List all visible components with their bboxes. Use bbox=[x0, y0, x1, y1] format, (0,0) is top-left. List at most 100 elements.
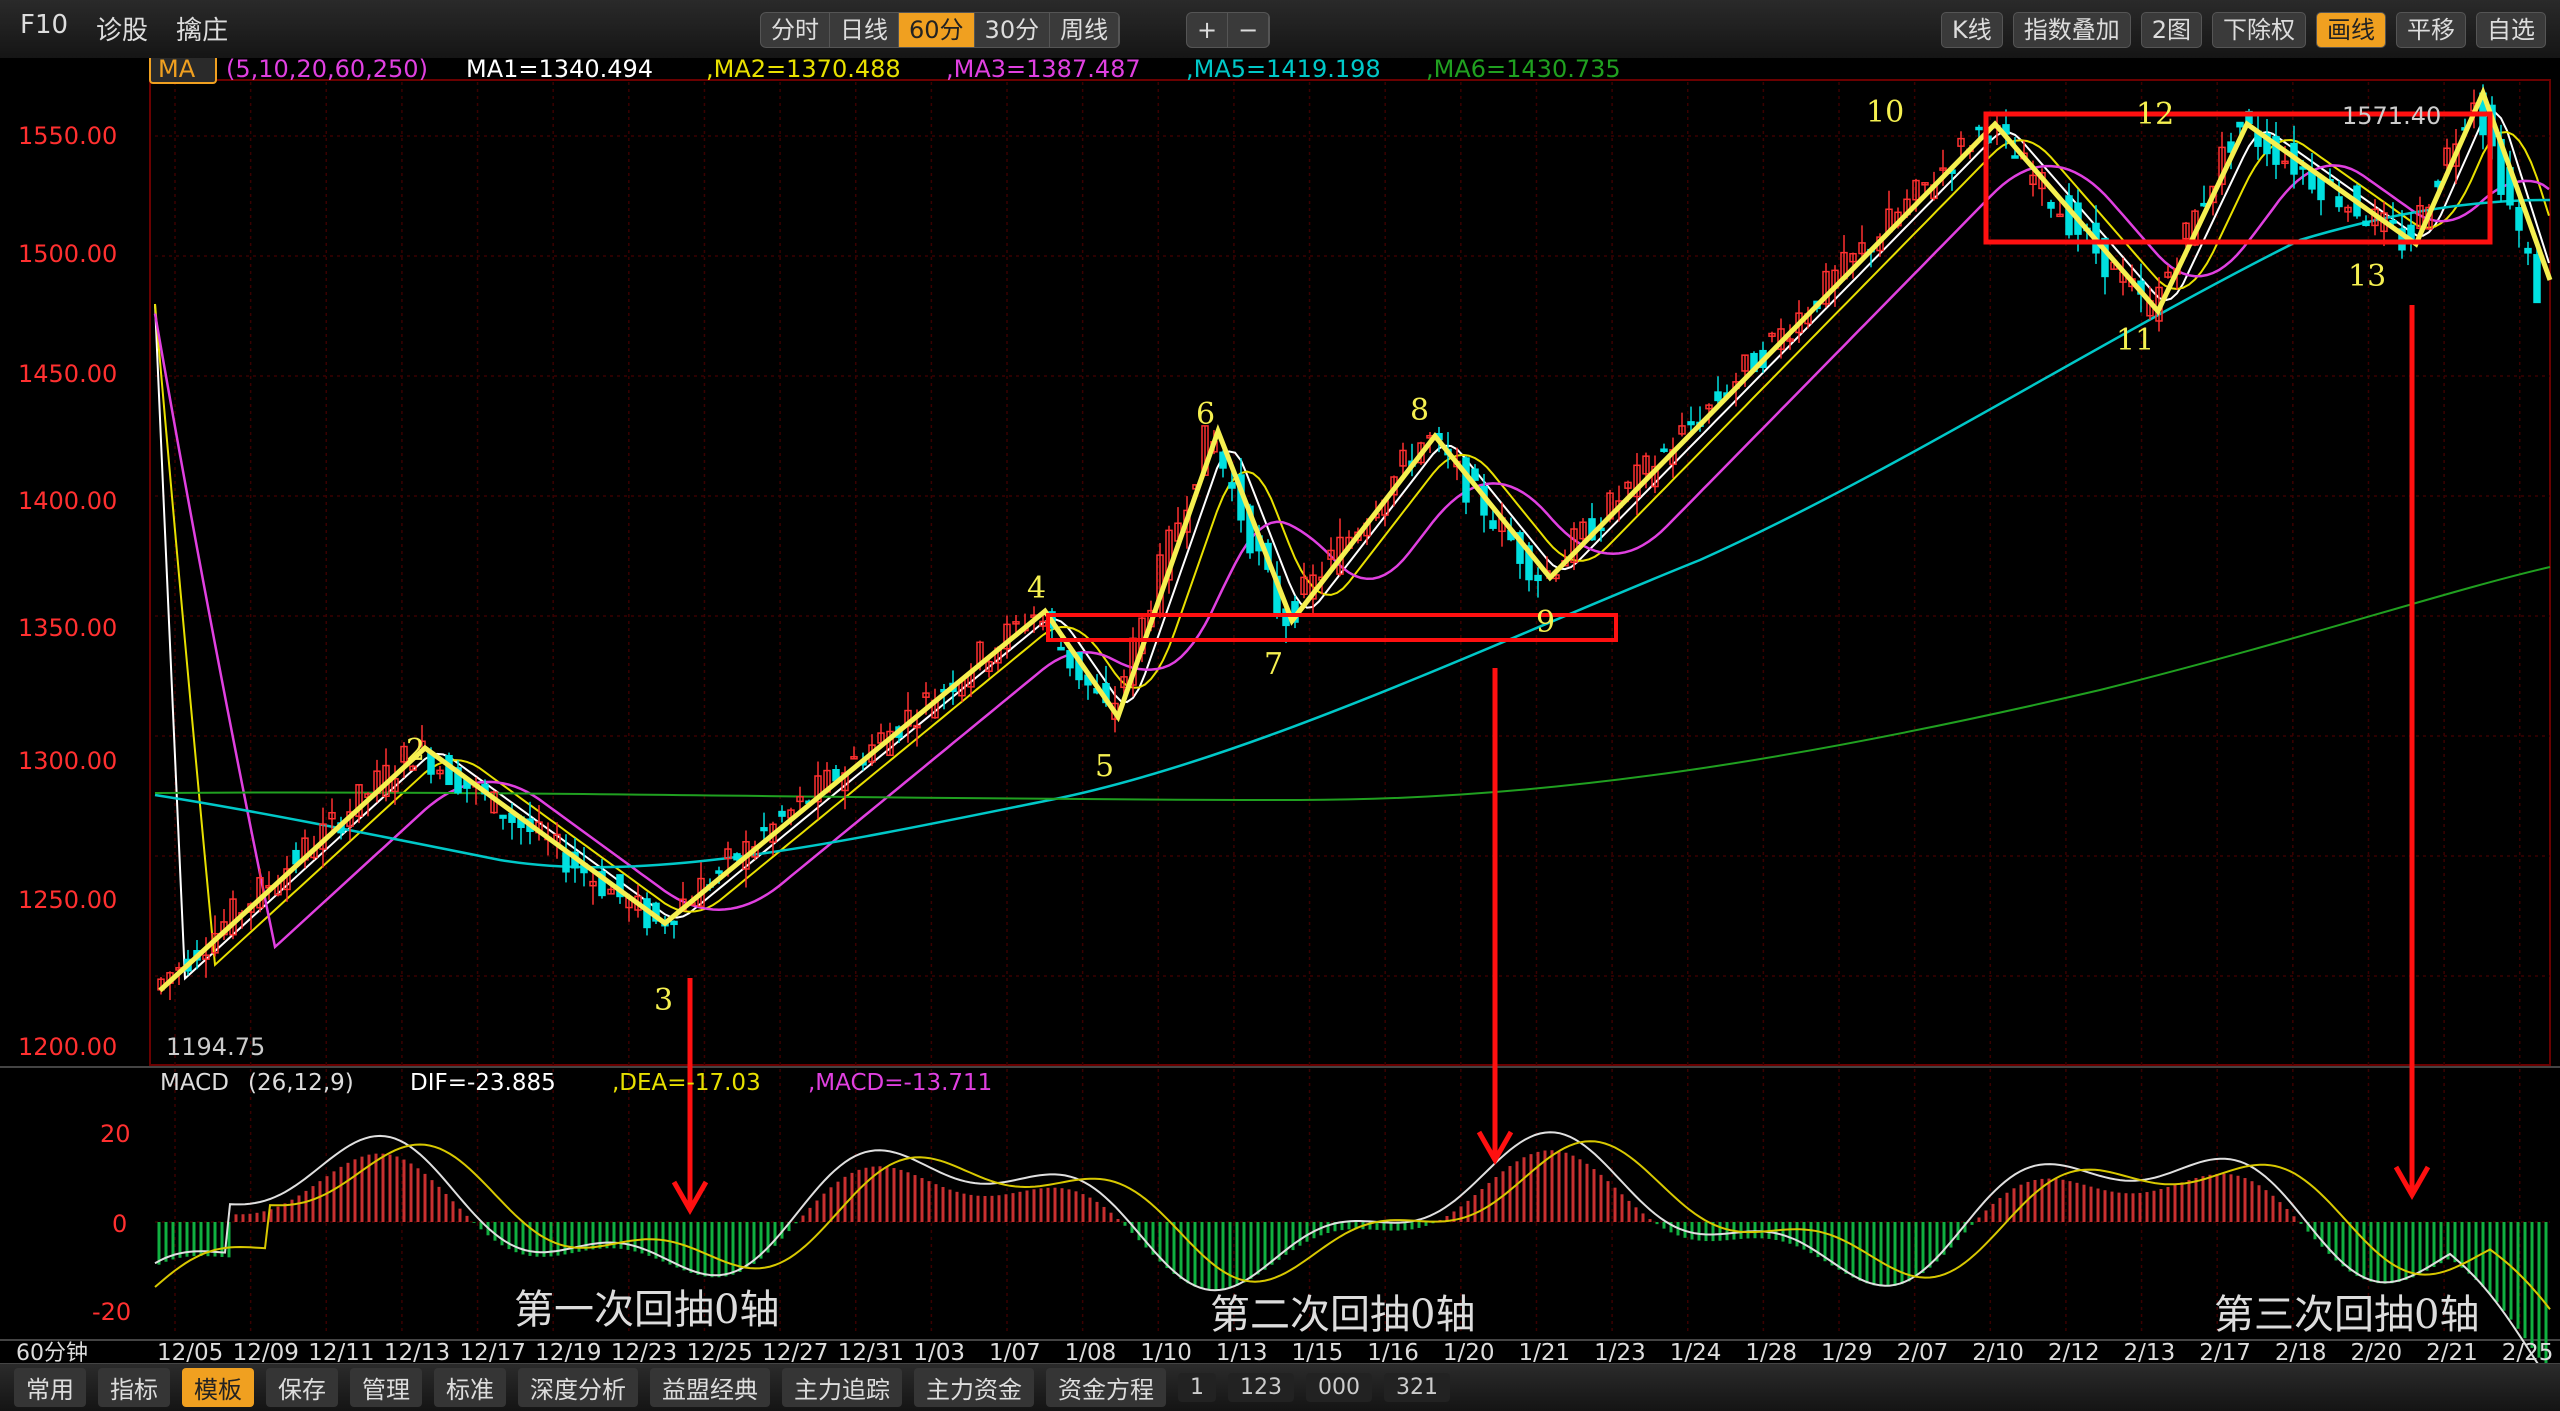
catch-dealer-button[interactable]: 擒庄 bbox=[176, 16, 229, 46]
bottom-number[interactable]: 321 bbox=[1384, 1373, 1450, 1402]
candle-body bbox=[598, 871, 606, 897]
ma3-value: ,MA3=1387.487 bbox=[946, 58, 1141, 83]
candle-body bbox=[1633, 464, 1641, 498]
candle-body bbox=[796, 796, 804, 803]
candle-body bbox=[2443, 147, 2451, 166]
candle-body bbox=[1471, 468, 1479, 481]
date-tick: 2/20 bbox=[2350, 1340, 2402, 1363]
bottom-number[interactable]: 123 bbox=[1228, 1373, 1294, 1402]
ma5-value: ,MA5=1419.198 bbox=[1186, 58, 1381, 83]
candle-body bbox=[2416, 205, 2424, 230]
manage-button[interactable]: 管理 bbox=[350, 1368, 422, 1407]
ma2-line bbox=[154, 130, 2550, 967]
date-tick: 12/13 bbox=[384, 1340, 450, 1363]
date-tick: 2/13 bbox=[2124, 1340, 2176, 1363]
candle-body bbox=[724, 848, 732, 860]
bottom-number[interactable]: 1 bbox=[1178, 1373, 1216, 1402]
diagnose-button[interactable]: 诊股 bbox=[96, 16, 149, 46]
price-tick: 1400.00 bbox=[18, 487, 117, 515]
bottom-number[interactable]: 000 bbox=[1306, 1373, 1372, 1402]
indicator-button[interactable]: 指标 bbox=[98, 1368, 170, 1407]
candle-body bbox=[562, 852, 570, 873]
candle-body bbox=[589, 880, 597, 887]
f10-button[interactable]: F10 bbox=[20, 10, 69, 40]
ma-selector-button[interactable] bbox=[149, 58, 217, 84]
candle-body bbox=[1228, 482, 1236, 489]
candle-body bbox=[2533, 254, 2541, 304]
tab-intraday[interactable]: 分时 bbox=[761, 13, 830, 47]
ma3-line bbox=[153, 164, 2550, 950]
macd-histogram-value: ,MACD=-13.711 bbox=[808, 1070, 992, 1096]
candle-body bbox=[2335, 196, 2343, 208]
candle-body bbox=[2515, 207, 2523, 231]
pan-button[interactable]: 平移 bbox=[2396, 12, 2466, 48]
candle-body bbox=[1057, 646, 1065, 651]
kline-button[interactable]: K线 bbox=[1940, 12, 2003, 48]
annotation-second-pullback: 第二次回抽0轴 bbox=[1210, 1292, 1475, 1338]
candle-body bbox=[715, 870, 723, 874]
period-label[interactable]: 60分钟 bbox=[16, 1341, 88, 1363]
template-button[interactable]: 模板 bbox=[182, 1368, 254, 1407]
candle-body bbox=[2236, 121, 2244, 128]
date-tick: 2/21 bbox=[2426, 1340, 2478, 1363]
tab-main-force-tracking[interactable]: 主力追踪 bbox=[782, 1368, 902, 1407]
tab-daily[interactable]: 日线 bbox=[830, 13, 899, 47]
date-tick: 12/09 bbox=[233, 1340, 299, 1363]
candle-body bbox=[2524, 247, 2532, 254]
price-tick: 1550.00 bbox=[18, 122, 117, 150]
candle-body bbox=[1003, 623, 1011, 650]
date-tick: 1/15 bbox=[1292, 1340, 1344, 1363]
zoom-out-button[interactable]: − bbox=[1228, 13, 1270, 47]
stock-chart[interactable]: MA (5,10,20,60,250) MA1=1340.494 ,MA2=13… bbox=[0, 58, 2560, 1363]
candle-body bbox=[202, 954, 210, 960]
candle-body bbox=[850, 756, 858, 760]
candle-body bbox=[1849, 252, 1857, 263]
wave-label-13: 13 bbox=[2348, 259, 2386, 294]
candle-body bbox=[2182, 222, 2190, 240]
candle-body bbox=[256, 877, 264, 909]
date-tick: 1/21 bbox=[1518, 1340, 1570, 1363]
tab-classic[interactable]: 益盟经典 bbox=[650, 1368, 770, 1407]
candle-body bbox=[1912, 179, 1920, 201]
candle-body bbox=[1768, 332, 1776, 337]
date-tick: 1/23 bbox=[1594, 1340, 1646, 1363]
tab-standard[interactable]: 标准 bbox=[434, 1368, 506, 1407]
ex-rights-button[interactable]: 下除权 bbox=[2212, 12, 2306, 48]
wave-label-12: 12 bbox=[2136, 97, 2174, 132]
zoom-in-button[interactable]: + bbox=[1187, 13, 1229, 47]
candle-body bbox=[1822, 270, 1830, 305]
tab-main-force-funds[interactable]: 主力资金 bbox=[914, 1368, 1034, 1407]
tab-fund-equation[interactable]: 资金方程 bbox=[1046, 1368, 1166, 1407]
candle-body bbox=[1714, 391, 1722, 402]
date-tick: 1/08 bbox=[1065, 1340, 1117, 1363]
two-charts-button[interactable]: 2图 bbox=[2140, 12, 2202, 48]
candle-body bbox=[2263, 133, 2271, 155]
candle-body bbox=[1570, 528, 1578, 564]
tab-weekly[interactable]: 周线 bbox=[1050, 13, 1120, 47]
candle-body bbox=[1786, 338, 1794, 342]
index-overlay-button[interactable]: 指数叠加 bbox=[2012, 12, 2131, 48]
date-tick: 12/31 bbox=[838, 1340, 904, 1363]
watchlist-button[interactable]: 自选 bbox=[2476, 12, 2546, 48]
candle-body bbox=[1678, 425, 1686, 435]
tab-60min[interactable]: 60分 bbox=[899, 13, 975, 47]
price-tick: 1450.00 bbox=[18, 360, 117, 388]
macd-tick: -20 bbox=[92, 1298, 131, 1326]
tab-deep-analysis[interactable]: 深度分析 bbox=[518, 1368, 638, 1407]
candle-body bbox=[2272, 136, 2280, 165]
draw-line-button[interactable]: 画线 bbox=[2316, 12, 2386, 48]
dea-line bbox=[154, 1140, 2551, 1310]
candle-body bbox=[2164, 271, 2172, 278]
candle-body bbox=[1327, 549, 1335, 560]
save-button[interactable]: 保存 bbox=[266, 1368, 338, 1407]
tab-30min[interactable]: 30分 bbox=[975, 13, 1051, 47]
candle-body bbox=[436, 769, 444, 775]
wave-label-3: 3 bbox=[654, 983, 673, 1018]
price-tick: 1250.00 bbox=[18, 886, 117, 914]
macd-label[interactable]: MACD bbox=[160, 1070, 229, 1096]
candle-body bbox=[2281, 160, 2289, 165]
date-tick: 1/24 bbox=[1670, 1340, 1722, 1363]
common-button[interactable]: 常用 bbox=[14, 1368, 86, 1407]
wave-label-10: 10 bbox=[1866, 95, 1904, 130]
bottom-toolbar: 常用 指标 模板 保存 管理 标准 深度分析 益盟经典 主力追踪 主力资金 资金… bbox=[0, 1363, 2560, 1411]
